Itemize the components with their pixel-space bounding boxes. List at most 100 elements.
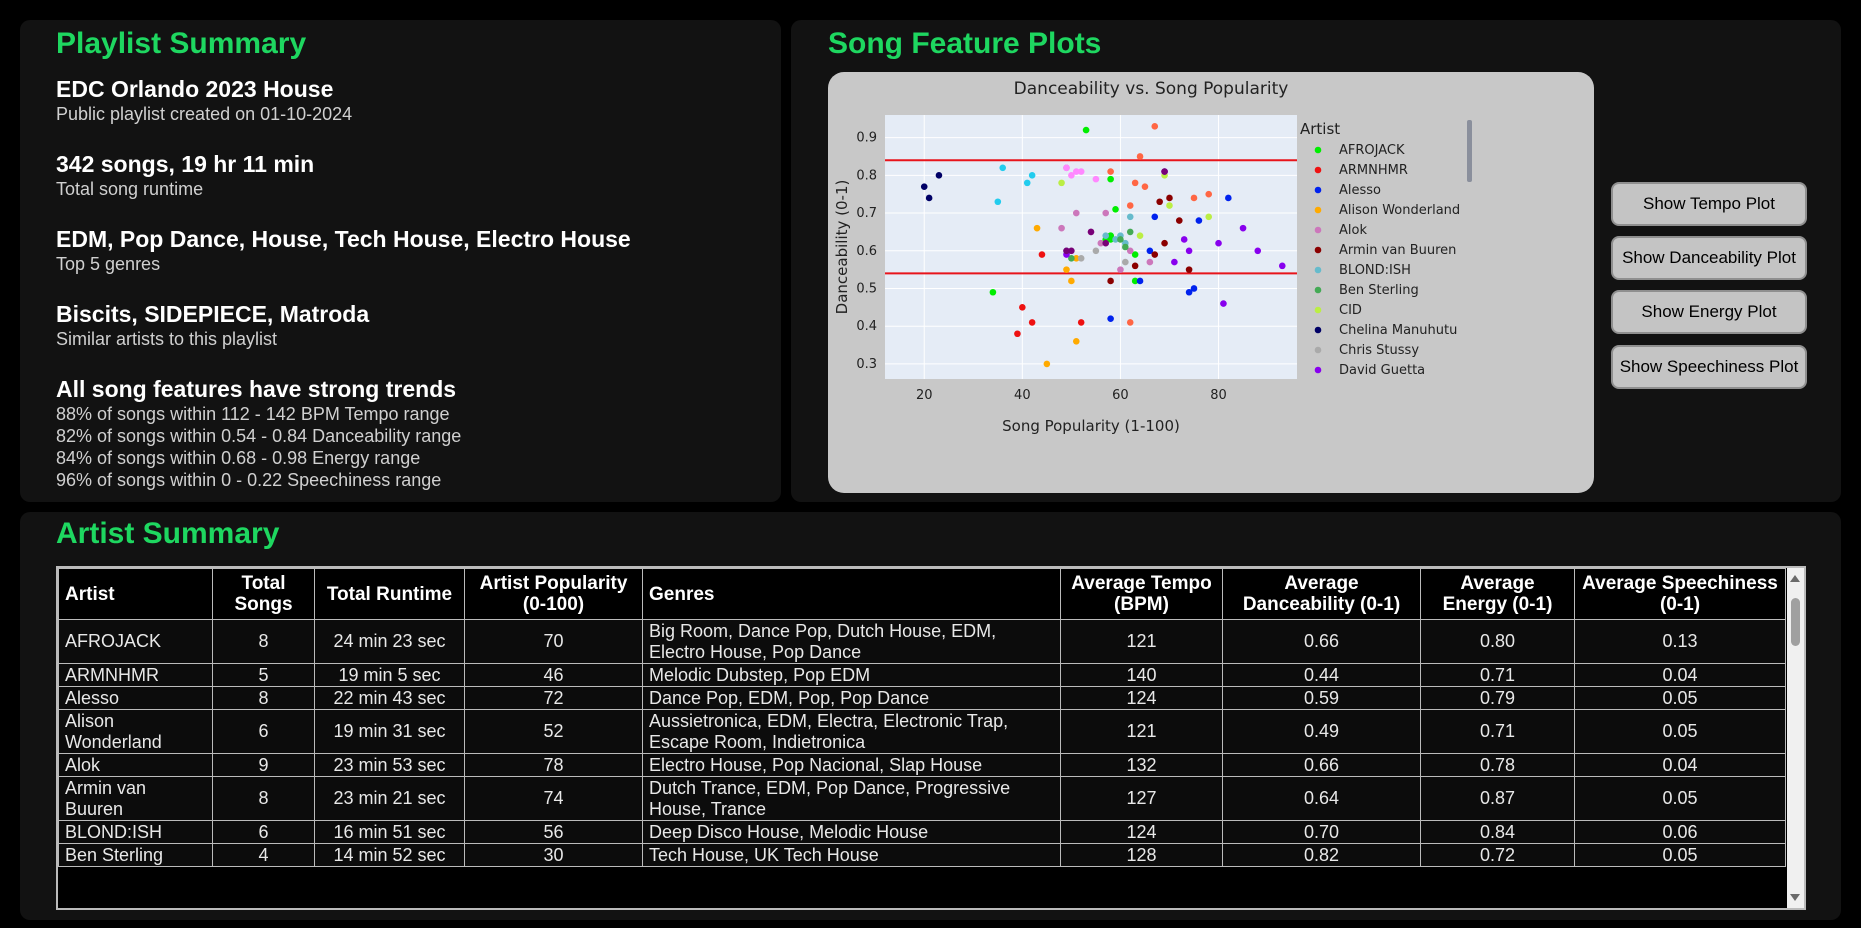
artist-table: Artist Total Songs Total Runtime Artist … [58,568,1786,867]
table-cell: 0.06 [1574,820,1786,844]
scatter-point [1185,288,1193,296]
scatter-point [1215,239,1222,247]
table-cell: Melodic Dubstep, Pop EDM [642,663,1061,687]
show-energy-plot-button[interactable]: Show Energy Plot [1611,290,1807,334]
scatter-point [1112,236,1119,243]
table-cell: 127 [1060,776,1223,821]
scatter-point [1107,168,1114,175]
playlist-name-stat: EDC Orlando 2023 House Public playlist c… [56,75,352,125]
x-tick-label: 80 [1210,388,1227,403]
table-cell: 140 [1060,663,1223,687]
scrollbar-thumb[interactable] [1791,598,1800,646]
table-cell: Tech House, UK Tech House [642,843,1061,867]
scatter-point [1126,228,1134,236]
table-cell: 0.05 [1574,709,1786,754]
legend-marker [1314,146,1322,154]
y-tick-label: 0.5 [856,281,877,296]
scatter-point [1068,255,1075,262]
table-cell: 16 min 51 sec [314,820,465,844]
column-header-average-tempo[interactable]: Average Tempo (BPM) [1060,568,1223,620]
scatter-point [1205,213,1213,221]
scatter-point [1063,164,1070,172]
legend-marker [1314,206,1322,214]
scatter-point [1072,209,1080,217]
song-count-caption: Total song runtime [56,179,204,199]
scatter-point [1131,179,1139,187]
song-feature-plots-title: Song Feature Plots [828,27,1102,60]
song-count: 342 songs, 19 hr 11 min [56,151,315,177]
scatter-point [1063,266,1070,273]
scatter-point [1117,266,1124,273]
table-cell: 0.05 [1574,776,1786,821]
table-cell: 24 min 23 sec [314,619,465,664]
table-cell: 121 [1060,709,1223,754]
playlist-summary-panel: Playlist Summary EDC Orlando 2023 House … [20,20,781,502]
y-axis-label: Danceability (0-1) [833,180,851,315]
column-header-average-danceability[interactable]: Average Danceability (0-1) [1222,568,1421,620]
table-cell: 0.64 [1222,776,1421,821]
column-header-total-runtime[interactable]: Total Runtime [314,568,465,620]
chart-title: Danceability vs. Song Popularity [1014,79,1289,99]
table-cell: Alesso [58,686,213,710]
table-cell: 56 [464,820,643,844]
column-header-artist[interactable]: Artist [58,568,213,620]
table-cell: 74 [464,776,643,821]
show-tempo-plot-button[interactable]: Show Tempo Plot [1611,182,1807,226]
trend-line: 82% of songs within 0.54 - 0.84 Danceabi… [56,426,462,446]
scatter-point [1254,247,1262,255]
scatter-point [1166,194,1173,202]
scatter-point [1171,258,1178,266]
scatter-point [1195,217,1203,224]
scatter-plot-container: 20 40 60 80 0.3 0.4 0.5 0.6 0.7 0.8 0.9 Danceabilit… [828,72,1594,493]
table-cell: 23 min 21 sec [314,776,465,821]
y-tick-label: 0.3 [856,357,877,372]
column-header-genres[interactable]: Genres [642,568,1061,620]
legend-marker [1314,286,1322,294]
table-cell: 78 [464,753,643,777]
legend-entry: Alok [1339,223,1367,238]
column-header-total-songs[interactable]: Total Songs [212,568,315,620]
scatter-point [1151,123,1159,130]
legend-scrollbar [1467,120,1472,182]
scroll-down-arrow-icon[interactable] [1790,894,1800,901]
scroll-up-arrow-icon[interactable] [1790,575,1800,582]
scatter-point [1077,319,1085,326]
y-tick-label: 0.9 [856,131,877,146]
legend-entry: AFROJACK [1339,143,1405,158]
y-tick-label: 0.7 [856,206,877,221]
song-feature-plots-panel: Song Feature Plots 20 40 60 80 0.3 0.4 0.5 0.6 0… [791,20,1841,502]
table-cell: 0.04 [1574,663,1786,687]
scatter-point [999,164,1007,172]
scatter-point [1126,319,1134,326]
table-cell: 124 [1060,820,1223,844]
scatter-point [1151,213,1159,221]
scatter-point [1239,224,1247,232]
table-cell: Ben Sterling [58,843,213,867]
table-scrollbar[interactable] [1787,568,1804,908]
table-row: AFROJACK 8 24 min 23 sec 70 Big Room, Dance … [58,619,1786,664]
show-speechiness-plot-button[interactable]: Show Speechiness Plot [1611,345,1807,389]
table-cell: 0.79 [1420,686,1575,710]
scatter-point [1082,126,1090,134]
scatter-point [1122,258,1129,266]
column-header-average-speechiness[interactable]: Average Speechiness (0-1) [1574,568,1786,620]
scatter-point [1136,232,1144,239]
scatter-point [1131,262,1139,270]
show-danceability-plot-button[interactable]: Show Danceability Plot [1611,236,1807,280]
table-cell: 14 min 52 sec [314,843,465,867]
artist-summary-panel: Artist Summary Artist Total Songs Total … [20,512,1841,920]
scatter-point [925,194,933,202]
legend-marker [1314,186,1322,194]
table-cell: 0.04 [1574,753,1786,777]
table-cell: 0.87 [1420,776,1575,821]
scatter-point [1190,285,1198,292]
scatter-point [1107,315,1114,322]
scatter-point [989,288,997,296]
column-header-average-energy[interactable]: Average Energy (0-1) [1420,568,1575,620]
artist-table-container[interactable]: Artist Total Songs Total Runtime Artist … [56,566,1806,910]
scatter-point [1146,247,1154,255]
table-cell: 23 min 53 sec [314,753,465,777]
table-cell: 52 [464,709,643,754]
scatter-point [1072,337,1080,345]
column-header-artist-popularity[interactable]: Artist Popularity (0-100) [464,568,643,620]
